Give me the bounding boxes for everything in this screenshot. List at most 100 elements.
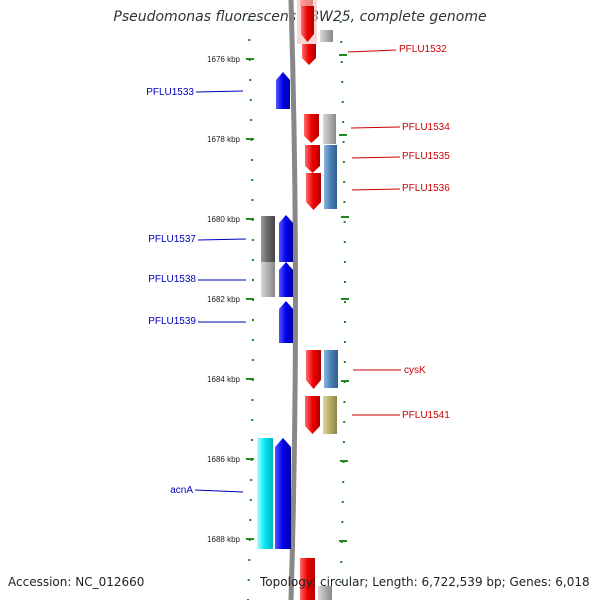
tick-label: 1682 kbp <box>207 295 240 304</box>
tick-label: 1678 kbp <box>207 135 240 144</box>
minor-tick <box>343 361 346 363</box>
gene-arrow[interactable] <box>306 350 321 389</box>
right-gene-labels: PFLU1532 PFLU1534 PFLU1535 PFLU1536 cysK… <box>399 44 450 421</box>
cog-bar <box>261 216 275 262</box>
minor-tick <box>251 239 254 241</box>
minor-tick <box>342 121 345 123</box>
topology-label: Topology: circular; Length: 6,722,539 bp… <box>260 575 590 589</box>
minor-tick <box>342 161 345 163</box>
minor-tick <box>343 221 346 223</box>
minor-tick <box>343 401 346 403</box>
tick-label: 1684 kbp <box>207 375 240 384</box>
minor-tick <box>249 99 252 101</box>
left-gene-labels: PFLU1533 PFLU1537 PFLU1538 PFLU1539 acnA <box>146 87 196 496</box>
minor-tick <box>339 21 342 23</box>
gene-label-pflu1539[interactable]: PFLU1539 <box>148 316 196 327</box>
minor-tick <box>342 481 345 483</box>
cog-bar <box>318 586 332 600</box>
minor-tick <box>251 399 254 401</box>
minor-tick <box>247 579 250 581</box>
tick-label: 1688 kbp <box>207 535 240 544</box>
minor-tick <box>250 159 253 161</box>
tick-label: 1680 kbp <box>207 215 240 224</box>
minor-tick <box>251 419 254 421</box>
minor-tick <box>251 359 254 361</box>
minor-tick <box>341 521 344 523</box>
cog-bar <box>320 30 333 42</box>
minor-tick <box>341 501 344 503</box>
minor-tick <box>341 81 344 83</box>
minor-tick <box>343 261 346 263</box>
gene-label-cysk[interactable]: cysK <box>404 365 426 376</box>
gene-arrow[interactable] <box>275 438 291 549</box>
gene-label-pflu1532[interactable]: PFLU1532 <box>399 44 447 55</box>
gene-arrow[interactable] <box>301 6 314 42</box>
gene-label-pflu1535[interactable]: PFLU1535 <box>402 151 450 162</box>
forward-strand-genes <box>297 0 338 600</box>
minor-tick <box>343 201 346 203</box>
minor-tick <box>251 279 254 281</box>
gene-arrow[interactable] <box>276 72 290 109</box>
gene-label-pflu1533[interactable]: PFLU1533 <box>146 87 194 98</box>
minor-tick <box>340 61 343 63</box>
genome-backbone <box>288 0 298 600</box>
gene-label-acna[interactable]: acnA <box>170 485 193 496</box>
minor-tick <box>343 301 346 303</box>
gene-arrow[interactable] <box>300 558 315 600</box>
minor-tick <box>343 281 346 283</box>
minor-tick <box>248 39 251 41</box>
minor-tick <box>249 519 252 521</box>
gene-arrow[interactable] <box>279 262 293 297</box>
gene-label-pflu1537[interactable]: PFLU1537 <box>148 234 196 245</box>
gene-arrow[interactable] <box>304 114 319 143</box>
minor-tick <box>343 341 346 343</box>
gene-arrow[interactable] <box>279 301 293 343</box>
minor-tick <box>249 79 252 81</box>
minor-tick <box>343 321 346 323</box>
cog-bar <box>324 145 337 209</box>
reverse-strand-genes <box>257 72 293 549</box>
minor-tick <box>248 559 251 561</box>
minor-tick <box>341 101 344 103</box>
tick-track-left <box>247 19 254 600</box>
gene-label-pflu1541[interactable]: PFLU1541 <box>402 410 450 421</box>
cog-bar <box>261 262 275 297</box>
minor-tick <box>339 581 342 583</box>
minor-tick <box>342 141 345 143</box>
cog-bar <box>324 350 338 388</box>
gene-arrow[interactable] <box>306 173 321 210</box>
gene-label-pflu1536[interactable]: PFLU1536 <box>402 183 450 194</box>
minor-tick <box>343 421 346 423</box>
tick-track-right <box>339 21 346 583</box>
cog-bar <box>323 396 337 434</box>
minor-tick <box>343 241 346 243</box>
cog-bar <box>323 114 336 144</box>
gene-arrow[interactable] <box>305 145 320 173</box>
gene-label-pflu1534[interactable]: PFLU1534 <box>402 122 450 133</box>
minor-tick <box>251 199 254 201</box>
cog-bar <box>257 438 273 549</box>
gene-arrow[interactable] <box>279 215 293 262</box>
minor-tick <box>250 119 253 121</box>
gene-arrow[interactable] <box>302 44 316 65</box>
scale-labels: 1676 kbp 1678 kbp 1680 kbp 1682 kbp 1684… <box>207 55 240 544</box>
minor-tick <box>251 319 254 321</box>
right-label-lines <box>347 49 401 416</box>
scale-ticks <box>246 54 349 542</box>
minor-tick <box>251 259 254 261</box>
tick-label: 1686 kbp <box>207 455 240 464</box>
gene-arrow[interactable] <box>305 396 320 434</box>
minor-tick <box>340 561 343 563</box>
minor-tick <box>343 181 346 183</box>
minor-tick <box>342 441 345 443</box>
minor-tick <box>250 479 253 481</box>
minor-tick <box>251 179 254 181</box>
left-label-lines <box>194 90 247 493</box>
minor-tick <box>247 19 250 21</box>
minor-tick <box>249 499 252 501</box>
gene-label-pflu1538[interactable]: PFLU1538 <box>148 274 196 285</box>
accession-label: Accession: NC_012660 <box>8 575 145 589</box>
minor-tick <box>251 339 254 341</box>
tick-label: 1676 kbp <box>207 55 240 64</box>
